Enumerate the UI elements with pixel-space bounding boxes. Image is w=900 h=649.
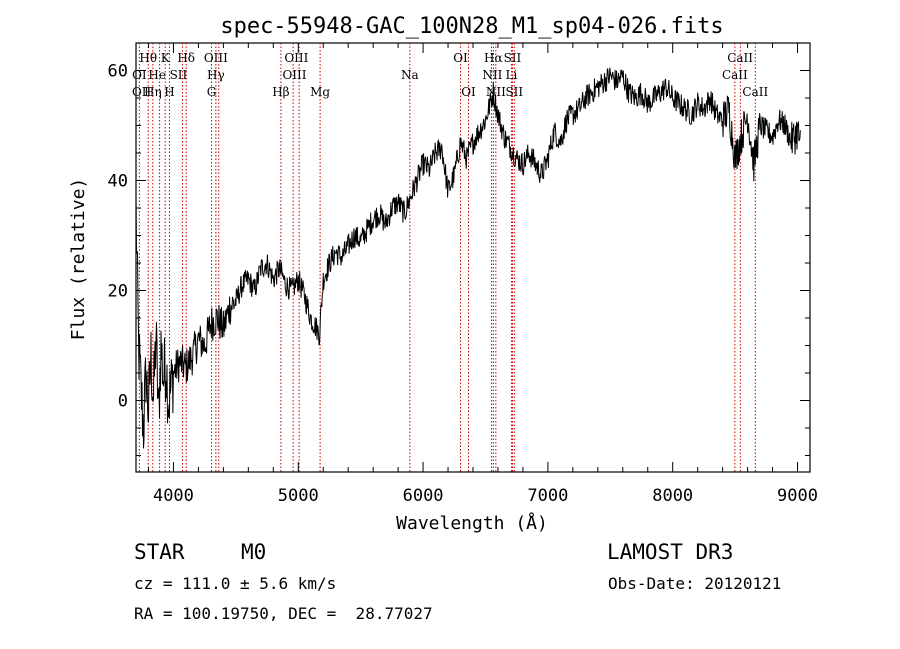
line-label: OI xyxy=(132,68,147,82)
line-label: Li xyxy=(506,68,518,82)
x-tick-label: 4000 xyxy=(153,486,194,506)
line-label: SII xyxy=(505,85,523,99)
x-axis-label: Wavelength (Å) xyxy=(396,512,548,534)
chart-title: spec-55948-GAC_100N28_M1_sp04-026.fits xyxy=(220,14,723,39)
spectrum-line xyxy=(135,67,801,449)
redshift-cz: cz = 111.0 ± 5.6 km/s xyxy=(134,574,337,593)
line-label: Na xyxy=(401,68,419,82)
x-tick-label: 7000 xyxy=(527,486,568,506)
line-label: K xyxy=(161,51,171,65)
line-label: OI xyxy=(453,51,468,65)
line-label: He xyxy=(148,68,166,82)
line-label: CaII xyxy=(727,51,753,65)
line-label: Mg xyxy=(310,85,330,99)
line-label: OIII xyxy=(204,51,228,65)
line-label: OII xyxy=(132,85,152,99)
object-class: STAR xyxy=(134,540,185,564)
line-label: Hγ xyxy=(207,68,225,82)
x-tick-label: 9000 xyxy=(777,486,818,506)
y-axis-label: Flux (relative) xyxy=(68,178,89,341)
axes: 4000 5000 6000 7000 8000 9000 0 20 40 60 xyxy=(108,43,818,506)
y-tick-label: 20 xyxy=(108,282,128,302)
line-label: Hδ xyxy=(177,51,195,65)
line-markers xyxy=(138,43,756,472)
line-label: NII xyxy=(482,68,502,82)
obs-date: Obs-Date: 20120121 xyxy=(608,574,782,593)
line-label: OIII xyxy=(282,68,306,82)
line-label: Hβ xyxy=(272,85,289,99)
survey-name: LAMOST DR3 xyxy=(607,540,734,564)
line-label: CaII xyxy=(722,68,748,82)
x-tick-label: 8000 xyxy=(652,486,693,506)
coordinates: RA = 100.19750, DEC = 28.77027 xyxy=(134,604,433,623)
y-tick-label: 0 xyxy=(118,392,128,412)
y-tick-label: 40 xyxy=(108,172,128,192)
line-label: H xyxy=(164,85,174,99)
line-label: OIII xyxy=(284,51,308,65)
line-label: Hθ xyxy=(139,51,157,65)
line-label: SII xyxy=(170,68,188,82)
object-subclass: M0 xyxy=(241,540,267,564)
line-label: CaII xyxy=(742,85,768,99)
y-tick-label: 60 xyxy=(108,62,128,82)
plot-frame xyxy=(135,42,811,473)
x-tick-label: 5000 xyxy=(278,486,319,506)
line-label: OI xyxy=(461,85,476,99)
line-label: SII xyxy=(504,51,522,65)
line-label: Hη xyxy=(144,85,162,99)
x-tick-label: 6000 xyxy=(403,486,444,506)
line-label: G xyxy=(207,85,217,99)
line-label: Hα xyxy=(484,51,503,65)
